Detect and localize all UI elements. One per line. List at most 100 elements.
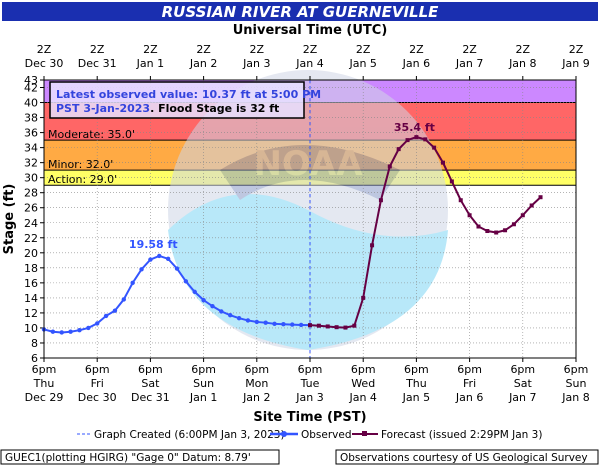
observed-peak-label: 19.58 ft — [129, 238, 178, 251]
legend-observed: Observed — [301, 429, 352, 441]
series-1-point-12 — [414, 135, 419, 140]
y-tick-label-19: 43 — [24, 74, 38, 87]
series-0-point-21 — [228, 312, 233, 318]
top-tick-time-1: 2Z — [90, 43, 105, 56]
top-tick-date-6: Jan 5 — [348, 57, 376, 70]
series-0-point-9 — [121, 297, 127, 302]
series-0-point-24 — [254, 319, 259, 325]
x-tick-day-2: Sat — [141, 377, 160, 390]
x-tick-day-3: Sun — [193, 377, 214, 390]
x-tick-time-3: 6pm — [191, 363, 216, 376]
x-tick-time-7: 6pm — [404, 363, 429, 376]
x-tick-day-6: Wed — [351, 377, 375, 390]
flood-stage-text: . Flood Stage is 32 ft — [150, 102, 279, 115]
x-axis-title: Site Time (PST) — [253, 410, 366, 425]
series-0-point-26 — [272, 321, 277, 327]
observed-series — [41, 253, 313, 335]
top-tick-time-6: 2Z — [356, 43, 371, 56]
series-1-point-11 — [405, 138, 410, 143]
y-tick-label-18: 42 — [24, 82, 38, 95]
series-0-point-27 — [281, 321, 286, 327]
series-1-point-13 — [423, 137, 428, 142]
series-0-point-14 — [165, 256, 171, 262]
x-tick-time-8: 6pm — [457, 363, 482, 376]
series-1-point-9 — [387, 164, 392, 169]
top-tick-time-0: 2Z — [37, 43, 52, 56]
series-1-point-6 — [361, 295, 366, 300]
series-0-point-13 — [157, 253, 162, 259]
x-tick-date-5: Jan 3 — [295, 391, 323, 404]
series-1-point-8 — [378, 198, 383, 203]
footer-credit: Observations courtesy of US Geological S… — [340, 452, 588, 464]
y-tick-label-3: 12 — [24, 307, 38, 320]
y-tick-label-0: 6 — [31, 352, 38, 365]
x-tick-time-0: 6pm — [32, 363, 57, 376]
x-tick-time-5: 6pm — [298, 363, 323, 376]
series-0-point-19 — [210, 303, 215, 309]
series-0-point-25 — [263, 320, 268, 325]
chart-title: RUSSIAN RIVER AT GUERNEVILLE — [162, 3, 440, 21]
top-tick-date-10: Jan 9 — [561, 57, 589, 70]
series-0-point-22 — [236, 315, 242, 321]
top-tick-date-1: Dec 31 — [78, 57, 117, 70]
top-tick-date-2: Jan 1 — [136, 57, 164, 70]
x-tick-date-2: Dec 31 — [131, 391, 170, 404]
top-tick-time-4: 2Z — [250, 43, 265, 56]
top-tick-time-2: 2Z — [143, 43, 158, 56]
y-tick-label-10: 26 — [24, 202, 38, 215]
x-tick-time-4: 6pm — [244, 363, 269, 376]
footer-right-box — [335, 449, 599, 465]
top-tick-date-0: Dec 30 — [25, 57, 64, 70]
top-tick-time-8: 2Z — [462, 43, 477, 56]
x-tick-time-1: 6pm — [85, 363, 110, 376]
series-1-point-14 — [432, 145, 437, 150]
series-0-point-2 — [59, 330, 64, 335]
series-0-point-20 — [219, 309, 224, 314]
series-0-point-8 — [112, 308, 118, 313]
top-tick-date-5: Jan 4 — [295, 57, 323, 70]
y-tick-label-17: 40 — [24, 97, 38, 110]
series-0-point-10 — [130, 280, 135, 286]
series-1-point-17 — [458, 198, 463, 203]
y-tick-label-13: 32 — [24, 157, 38, 170]
y-tick-label-9: 24 — [24, 217, 38, 230]
series-1-point-18 — [467, 213, 472, 218]
series-1-point-5 — [352, 323, 357, 328]
series-1-point-23 — [511, 222, 516, 227]
series-0-point-1 — [50, 329, 56, 334]
latest-value-box: Latest observed value: 10.37 ft at 5:00 … — [49, 81, 321, 119]
top-tick-date-9: Jan 8 — [508, 57, 536, 70]
y-tick-label-6: 18 — [24, 262, 38, 275]
x-tick-day-7: Thu — [405, 377, 427, 390]
top-tick-date-3: Jan 2 — [189, 57, 217, 70]
y-tick-label-14: 34 — [24, 142, 38, 155]
series-0-point-7 — [103, 313, 109, 319]
noaa-watermark-text: NOAA — [253, 144, 363, 184]
series-0-point-12 — [148, 257, 153, 262]
series-0-point-15 — [174, 266, 180, 271]
legend: Graph Created (6:00PM Jan 3, 2023) Obser… — [77, 429, 542, 441]
top-tick-date-8: Jan 7 — [455, 57, 483, 70]
y-tick-label-12: 30 — [24, 172, 38, 185]
x-tick-time-9: 6pm — [510, 363, 535, 376]
flood-band-label-2: Moderate: 35.0' — [48, 128, 135, 141]
x-tick-date-0: Dec 29 — [25, 391, 64, 404]
forecast-series — [308, 135, 543, 330]
series-1-point-21 — [494, 230, 499, 235]
y-tick-label-11: 28 — [24, 187, 38, 200]
series-1-point-2 — [325, 324, 330, 329]
footer-left-box — [0, 449, 280, 465]
x-tick-day-1: Fri — [91, 377, 104, 390]
x-tick-date-4: Jan 2 — [242, 391, 270, 404]
series-1-point-10 — [396, 147, 401, 152]
x-tick-day-8: Fri — [463, 377, 476, 390]
series-0-point-4 — [77, 328, 82, 333]
x-tick-day-5: Tue — [300, 377, 320, 390]
top-tick-date-7: Jan 6 — [402, 57, 430, 70]
x-tick-day-0: Thu — [33, 377, 55, 390]
legend-forecast: Forecast (issued 2:29PM Jan 3) — [381, 429, 542, 441]
x-tick-day-9: Sat — [514, 377, 533, 390]
series-1-point-24 — [520, 213, 525, 218]
